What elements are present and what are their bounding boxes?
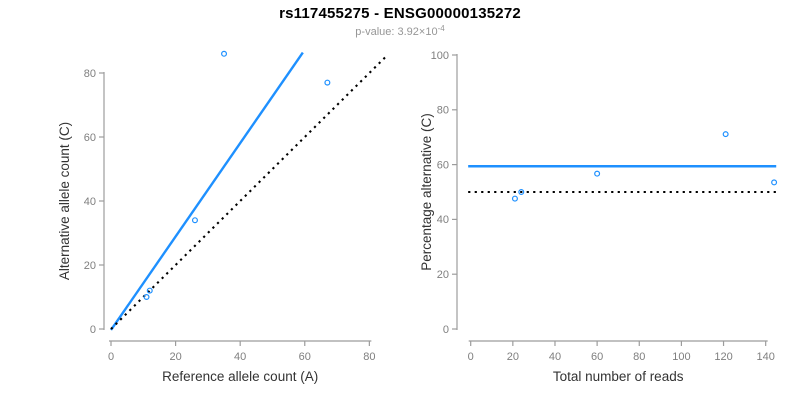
data-point [143, 294, 150, 301]
x-tick-label: 20 [169, 351, 181, 363]
fitted-allelic-ratio-line [110, 51, 304, 331]
x-tick-label: 80 [363, 351, 375, 363]
data-point [771, 179, 778, 186]
p-value-text: p-value: 3.92×10 [355, 26, 438, 38]
x-tick-label: 60 [299, 351, 311, 363]
y-tick-label: 80 [437, 105, 449, 117]
x-axis-title: Total number of reads [553, 369, 684, 384]
y-tick-label: 0 [443, 324, 449, 336]
figure-title: rs117455275 - ENSG00000135272 [279, 5, 521, 22]
data-point [594, 170, 601, 177]
x-tick-label: 100 [672, 351, 690, 363]
x-tick-label: 80 [633, 351, 645, 363]
data-point [324, 79, 331, 86]
figure-subtitle: p-value: 3.92×10-4 [0, 24, 800, 38]
data-point [191, 217, 198, 224]
data-point [722, 131, 729, 138]
panel-allele-counts: 0 20 40 60 80 0 20 40 60 80 Reference allele count… [57, 50, 388, 384]
panel-percentage-vs-coverage: 0 20 40 60 80 100 0 20 40 60 80 100 120 140 Total numb… [419, 50, 778, 384]
x-tick-label: 20 [507, 351, 519, 363]
y-tick-label: 40 [437, 214, 449, 226]
y-tick-label: 0 [90, 324, 96, 336]
data-point [511, 195, 518, 202]
x-axis-title: Reference allele count (A) [162, 369, 318, 384]
y-tick-label: 20 [84, 260, 96, 272]
x-tick-label: 120 [714, 351, 732, 363]
x-tick-label: 0 [108, 351, 114, 363]
data-point [518, 189, 525, 196]
y-tick-label: 40 [84, 196, 96, 208]
p-value-exponent: -4 [437, 24, 445, 33]
x-tick-label: 140 [757, 351, 775, 363]
y-tick-label: 100 [431, 50, 449, 62]
y-axis-title: Alternative allele count (C) [57, 122, 72, 280]
y-tick-label: 20 [437, 269, 449, 281]
identity-line [110, 54, 388, 330]
y-tick-label: 60 [84, 132, 96, 144]
x-tick-label: 40 [234, 351, 246, 363]
x-tick-label: 40 [549, 351, 561, 363]
y-tick-label: 80 [84, 68, 96, 80]
data-point [146, 287, 153, 294]
x-tick-label: 60 [591, 351, 603, 363]
y-tick-label: 60 [437, 159, 449, 171]
data-point [221, 50, 228, 57]
x-tick-label: 0 [468, 351, 474, 363]
y-axis-title: Percentage alternative (C) [419, 113, 434, 271]
